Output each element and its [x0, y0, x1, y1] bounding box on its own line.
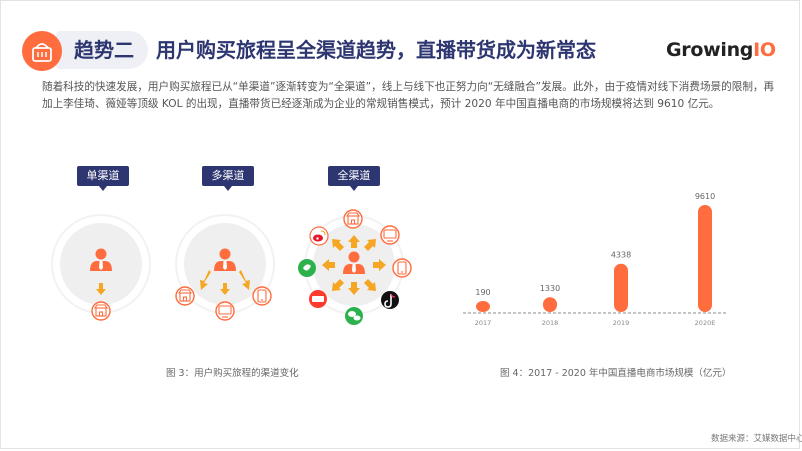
x-tick-2017: 2017 — [475, 319, 492, 327]
bar-2018 — [543, 297, 557, 312]
arrow-icon — [373, 259, 386, 271]
label-single-channel: 单渠道 — [77, 166, 129, 191]
arrow-icon — [239, 270, 250, 290]
arrow-icon — [332, 239, 344, 251]
figure3-caption: 图 3：用户购买旅程的渠道变化 — [166, 368, 299, 379]
shopping-basket-icon — [32, 43, 52, 62]
arrow-icon — [348, 235, 360, 248]
arrow-icon — [364, 239, 376, 251]
intro-paragraph: 随着科技的快速发展，用户购买旅程已从“单渠道”逐渐转变为“全渠道”，线上与线下也… — [42, 81, 775, 110]
label-omni-channel: 全渠道 — [328, 166, 380, 191]
x-tick-2018: 2018 — [542, 319, 559, 327]
bar-2019 — [614, 263, 628, 312]
label-multi-channel: 多渠道 — [202, 166, 254, 191]
single-channel-diagram — [51, 214, 151, 321]
section-tag: 趋势二 — [74, 38, 134, 62]
arrow-icon — [348, 282, 360, 295]
arrow-icon — [96, 283, 106, 295]
bar-2020E — [698, 205, 712, 312]
arrow-icon — [364, 279, 376, 291]
bars-group: 190 2017 1330 2018 4338 2019 9610 2020E — [475, 192, 716, 327]
arrow-icon — [322, 259, 335, 271]
arrow-icon — [332, 279, 344, 291]
figure4-caption: 图 4：2017 - 2020 年中国直播电商市场规模（亿元） — [500, 368, 732, 379]
growingio-logo: GrowingIO — [666, 38, 776, 62]
data-label-2018: 1330 — [540, 284, 560, 293]
x-tick-2019: 2019 — [613, 319, 630, 327]
omni-channel-diagram — [298, 209, 412, 325]
logo-text: Growing — [666, 39, 754, 61]
data-label-2019: 4338 — [611, 251, 631, 260]
data-label-2017: 190 — [475, 288, 490, 297]
arrow-icon — [220, 283, 230, 295]
x-tick-2020E: 2020E — [695, 319, 716, 327]
data-source: 数据来源：艾媒数据中心 — [711, 434, 802, 444]
section-tag-background — [56, 31, 148, 69]
page-title: 用户购买旅程呈全渠道趋势，直播带货成为新常态 — [156, 38, 596, 62]
bar-2017 — [476, 301, 490, 312]
arrow-icon — [200, 270, 211, 290]
data-label-2020E: 9610 — [695, 192, 715, 201]
badge-circle — [22, 31, 62, 71]
logo-accent: IO — [753, 39, 776, 61]
multi-channel-diagram — [175, 214, 275, 321]
